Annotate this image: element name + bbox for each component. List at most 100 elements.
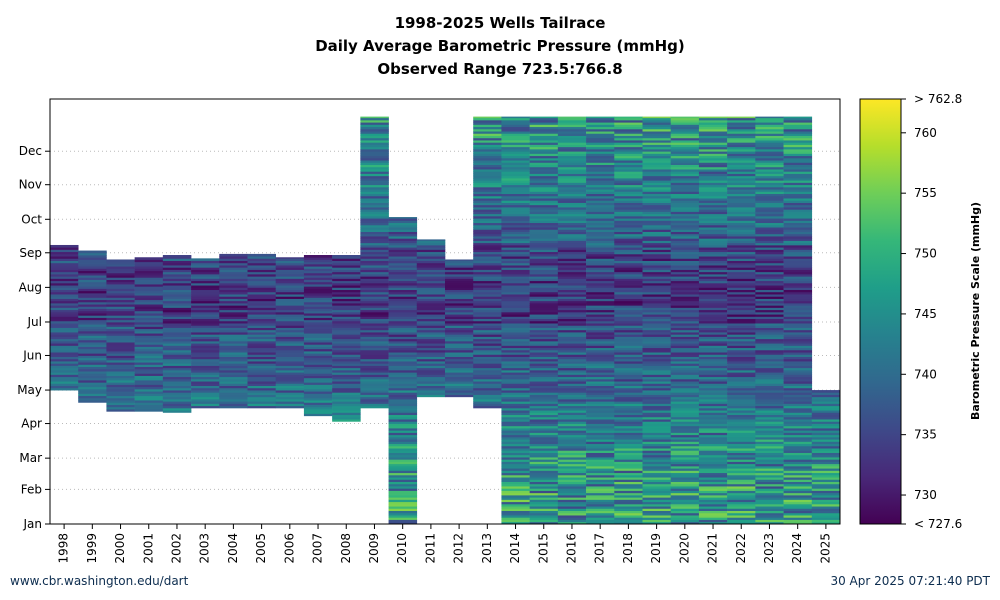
heatmap-cell xyxy=(529,320,559,324)
heatmap-cell xyxy=(755,146,784,150)
heatmap-cell xyxy=(614,124,643,128)
heatmap-cell xyxy=(388,508,418,511)
heatmap-cell xyxy=(586,419,615,422)
heatmap-cell xyxy=(614,434,643,438)
heatmap-cell xyxy=(811,403,841,407)
heatmap-cell xyxy=(614,222,643,226)
heatmap-cell xyxy=(586,497,615,500)
heatmap-cell xyxy=(388,285,418,288)
heatmap-cell xyxy=(557,343,587,346)
heatmap-cell xyxy=(586,191,615,195)
heatmap-cell xyxy=(670,307,700,311)
heatmap-cell xyxy=(529,262,559,266)
heatmap-cell xyxy=(727,470,756,474)
heatmap-cell xyxy=(642,291,672,295)
heatmap-cell xyxy=(162,372,192,375)
heatmap-cell xyxy=(755,200,784,203)
heatmap-cell xyxy=(727,309,756,313)
heatmap-cell xyxy=(586,403,615,407)
heatmap-cell xyxy=(106,281,135,285)
heatmap-cell xyxy=(642,517,672,520)
heatmap-cell xyxy=(134,404,164,408)
heatmap-cell xyxy=(529,218,559,221)
heatmap-cell xyxy=(529,452,559,456)
heatmap-cell xyxy=(388,253,418,257)
heatmap-cell xyxy=(388,218,418,221)
heatmap-cell xyxy=(670,358,700,362)
heatmap-cell xyxy=(275,294,305,297)
heatmap-cell xyxy=(529,242,559,246)
heatmap-cell xyxy=(586,142,615,145)
heatmap-cell xyxy=(755,506,784,509)
heatmap-cell xyxy=(586,222,615,226)
heatmap-cell xyxy=(698,452,728,456)
heatmap-cell xyxy=(670,285,700,288)
heatmap-cell xyxy=(783,347,813,351)
heatmap-cell xyxy=(529,432,559,436)
heatmap-cell xyxy=(445,327,474,331)
heatmap-cell xyxy=(360,258,389,261)
heatmap-cell xyxy=(755,119,784,123)
heatmap-cell xyxy=(529,436,559,440)
heatmap-cell xyxy=(557,459,587,462)
heatmap-cell xyxy=(586,323,615,326)
heatmap-cell xyxy=(219,334,248,337)
heatmap-cell xyxy=(416,289,446,293)
heatmap-cell xyxy=(614,441,643,445)
heatmap-cell xyxy=(360,340,389,344)
heatmap-cell xyxy=(134,373,164,376)
heatmap-cell xyxy=(557,430,587,433)
observed-range-label: Observed Range 723.5:766.8 xyxy=(377,60,623,78)
heatmap-cell xyxy=(529,155,559,159)
heatmap-cell xyxy=(586,361,615,364)
heatmap-cell xyxy=(303,324,333,327)
heatmap-cell xyxy=(783,276,813,279)
heatmap-cell xyxy=(529,470,559,474)
heatmap-cell xyxy=(557,236,587,239)
heatmap-cell xyxy=(755,419,784,422)
heatmap-cell xyxy=(698,383,728,386)
heatmap-cell xyxy=(529,207,559,210)
heatmap-cell xyxy=(219,383,248,386)
heatmap-cell xyxy=(586,204,615,208)
heatmap-cell xyxy=(219,338,248,342)
heatmap-cell xyxy=(642,146,672,150)
heatmap-cell xyxy=(162,354,192,357)
heatmap-cell xyxy=(303,388,333,392)
heatmap-cell xyxy=(783,198,813,201)
heatmap-cell xyxy=(755,178,784,181)
heatmap-cell xyxy=(698,430,728,433)
heatmap-cell xyxy=(698,276,728,279)
heatmap-cell xyxy=(529,381,559,384)
heatmap-cell xyxy=(698,412,728,416)
heatmap-cell xyxy=(642,512,672,516)
heatmap-cell xyxy=(783,265,813,268)
heatmap-cell xyxy=(698,385,728,389)
heatmap-cell xyxy=(529,276,559,279)
heatmap-cell xyxy=(332,285,361,288)
heatmap-cell xyxy=(501,204,530,208)
heatmap-cell xyxy=(162,343,192,346)
heatmap-cell xyxy=(275,347,305,351)
heatmap-cell xyxy=(473,137,502,141)
heatmap-cell xyxy=(783,244,813,248)
heatmap-cell xyxy=(755,488,784,491)
heatmap-cell xyxy=(529,343,559,346)
heatmap-cell xyxy=(473,169,502,172)
heatmap-cell xyxy=(614,465,643,469)
heatmap-cell xyxy=(191,374,220,378)
heatmap-cell xyxy=(162,303,192,306)
heatmap-cell xyxy=(670,419,700,422)
heatmap-cell xyxy=(247,291,277,295)
heatmap-cell xyxy=(557,378,587,382)
heatmap-cell xyxy=(783,349,813,353)
heatmap-cell xyxy=(755,287,784,291)
heatmap-cell xyxy=(642,407,672,411)
heatmap-cell xyxy=(219,311,248,315)
heatmap-cell xyxy=(642,144,672,148)
heatmap-cell xyxy=(755,490,784,494)
heatmap-cell xyxy=(755,282,784,286)
heatmap-cell xyxy=(783,298,813,302)
heatmap-cell xyxy=(445,332,474,335)
